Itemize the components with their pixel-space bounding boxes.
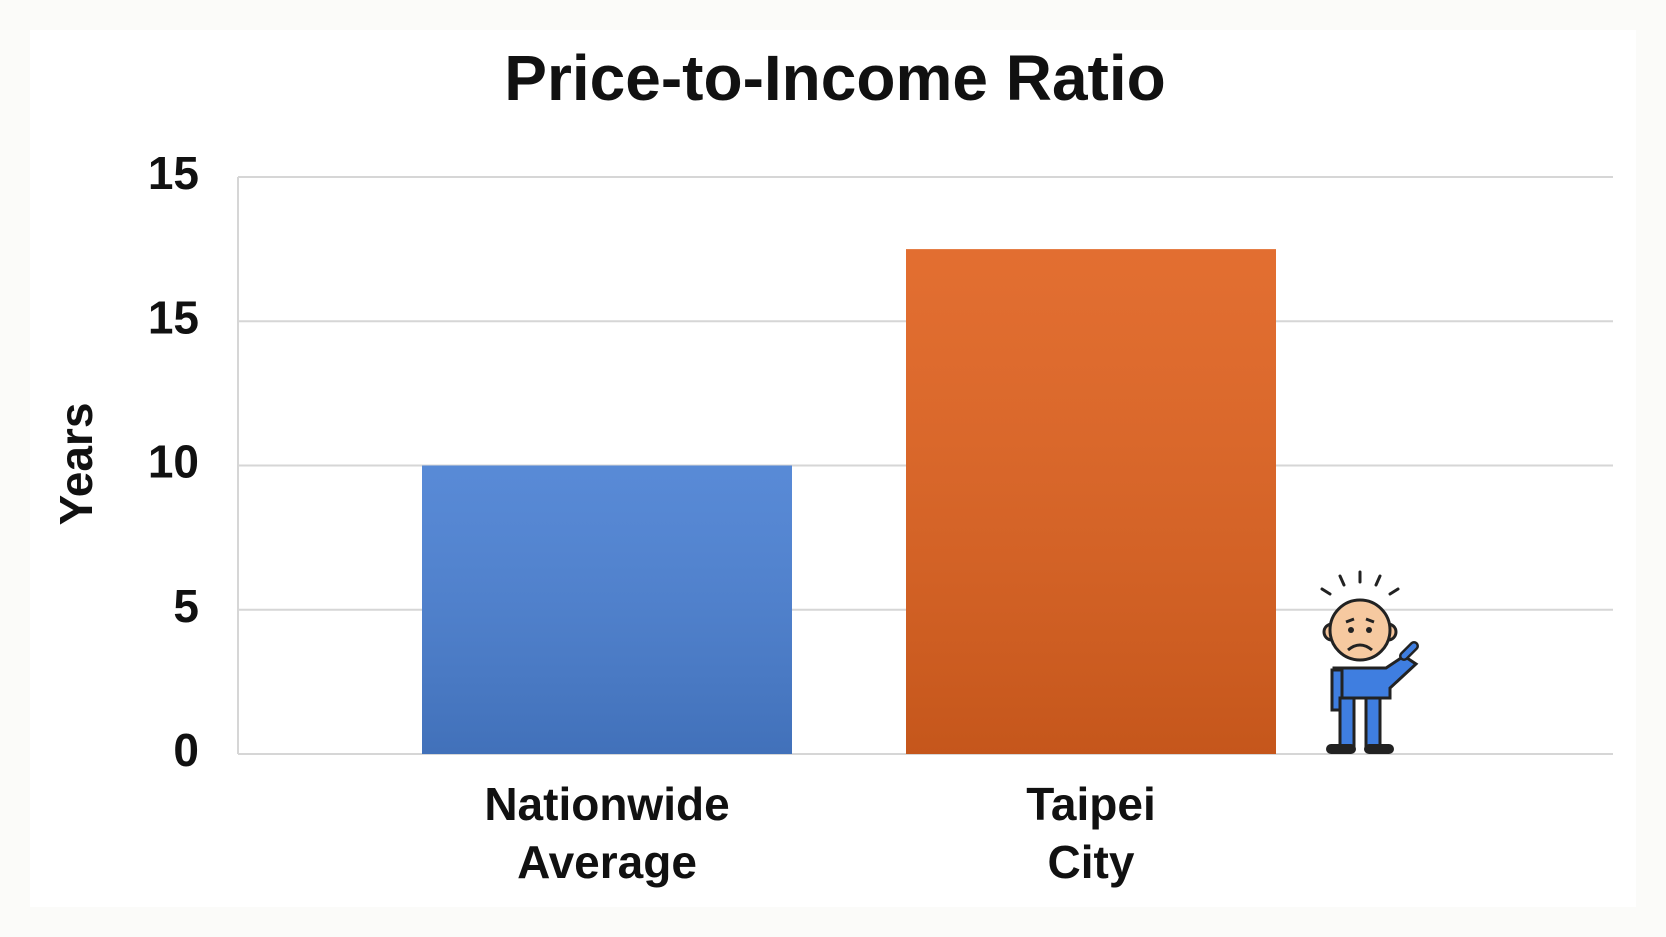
y-tick-label: 0 [173, 724, 199, 776]
y-tick-label: 5 [173, 580, 199, 632]
x-tick-label: Taipei City [1026, 778, 1156, 888]
bar-shade [422, 465, 792, 754]
y-tick-label: 15 [148, 291, 199, 343]
sad-figure [1320, 570, 1419, 754]
plot-background [30, 30, 1636, 907]
x-tick-label: Nationwide Average [484, 778, 730, 888]
bar-shade [906, 249, 1276, 754]
y-tick-label: 15 [148, 147, 199, 199]
chart-title: Price-to-Income Ratio [504, 42, 1165, 114]
y-tick-label: 10 [148, 436, 199, 488]
y-axis-label: Years [50, 403, 102, 526]
